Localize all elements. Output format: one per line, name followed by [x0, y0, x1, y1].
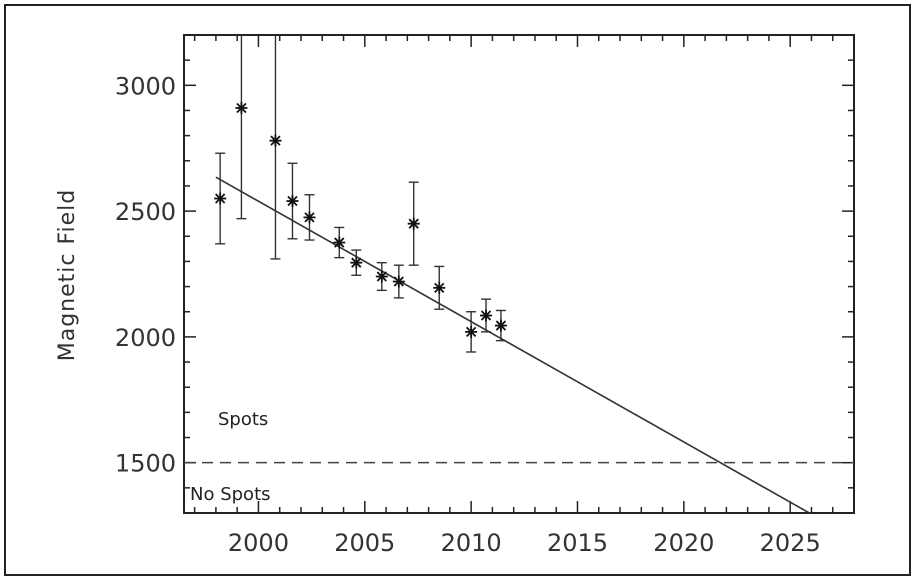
data-point [375, 261, 388, 292]
data-point [214, 152, 227, 245]
asterisk-marker [287, 195, 298, 207]
data-point [269, 35, 282, 260]
asterisk-marker [236, 102, 247, 114]
y-tick-label: 1500 [115, 450, 176, 478]
data-point [303, 194, 316, 241]
data-point [235, 35, 248, 220]
data-point [350, 249, 363, 276]
asterisk-marker [351, 257, 362, 268]
asterisk-marker [334, 237, 345, 248]
data-point [465, 311, 478, 353]
data-point [494, 309, 507, 342]
data-points [214, 35, 507, 353]
asterisk-marker [495, 320, 507, 331]
x-tick-label: 2000 [228, 529, 289, 557]
asterisk-marker [434, 282, 445, 293]
asterisk-marker [466, 326, 477, 337]
y-tick-label: 2000 [115, 324, 176, 352]
asterisk-marker [270, 135, 281, 146]
asterisk-marker [304, 212, 315, 223]
data-point [480, 298, 493, 333]
y-tick-labels: 1500 2000 2500 3000 [115, 72, 176, 477]
asterisk-marker [480, 310, 492, 321]
asterisk-marker [393, 276, 404, 287]
y-tick-label: 2500 [115, 198, 176, 226]
axis-ticks [184, 34, 854, 514]
x-tick-label: 2020 [653, 529, 714, 557]
data-point [407, 181, 420, 266]
asterisk-marker [215, 193, 226, 204]
y-tick-label: 3000 [115, 72, 176, 100]
plot-area-border [183, 34, 855, 514]
x-tick-label: 2015 [547, 529, 608, 557]
y-axis-title: Magnetic Field [55, 189, 80, 362]
figure-frame [4, 4, 911, 576]
x-tick-label: 2010 [441, 529, 502, 557]
asterisk-marker [376, 271, 387, 282]
x-tick-label: 2025 [760, 529, 821, 557]
data-point [392, 264, 405, 299]
trend-fit-line [215, 176, 810, 514]
data-point [433, 265, 446, 310]
no-spots-label: No Spots [190, 484, 271, 505]
data-point [333, 226, 346, 259]
data-point [286, 162, 299, 240]
x-tick-label: 2005 [334, 529, 395, 557]
x-tick-labels: 2000 2005 2010 2015 2020 2025 [228, 529, 821, 557]
asterisk-marker [408, 218, 419, 229]
spots-label: Spots [218, 409, 268, 430]
